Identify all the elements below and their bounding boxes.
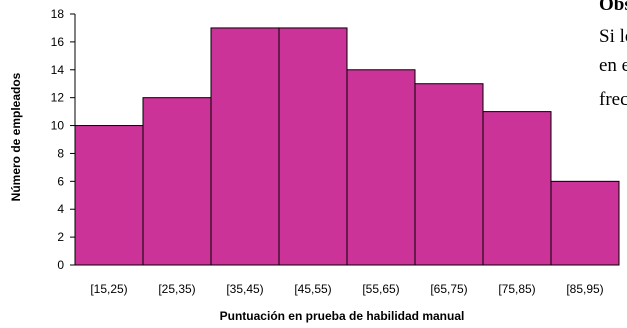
y-tick-label: 16: [51, 35, 65, 49]
x-tick-label: [25,35): [158, 282, 195, 296]
y-tick-label: 6: [57, 174, 64, 188]
side-text-line-2: en e: [599, 55, 627, 76]
x-tick-label: [55,65): [362, 282, 399, 296]
x-axis-title: Puntuación en prueba de habilidad manual: [220, 309, 465, 323]
x-tick-label: [65,75): [430, 282, 467, 296]
bar: [210, 27, 280, 266]
x-tick-label: [85,95): [566, 282, 603, 296]
bar: [74, 125, 144, 266]
bar: [142, 97, 212, 266]
y-tick-label: 12: [51, 91, 65, 105]
bar: [278, 27, 348, 266]
side-text-line-1: Si lo: [599, 26, 627, 47]
x-tick-label: [15,25): [90, 282, 127, 296]
x-tick-label: [75,85): [498, 282, 535, 296]
x-tick-label: [45,55): [294, 282, 331, 296]
y-tick-label: 4: [57, 202, 64, 216]
y-tick-label: 0: [57, 258, 64, 272]
x-tick-label: [35,45): [226, 282, 263, 296]
bar: [550, 180, 620, 266]
y-tick-label: 18: [51, 7, 65, 21]
bar: [346, 69, 416, 266]
y-tick-label: 14: [51, 63, 65, 77]
y-tick-label: 10: [51, 119, 65, 133]
bar: [414, 83, 484, 266]
y-axis-title: Número de empleados: [9, 72, 23, 201]
plot-area: 0 2 4 6 8 10 12 14 16 18 [15,25) [25,35) [35,45) [45,…: [51, 7, 620, 296]
bar: [482, 111, 552, 266]
side-text-title: Obs: [599, 0, 627, 15]
y-tick-label: 2: [57, 230, 64, 244]
side-text-line-3: frec: [599, 89, 627, 110]
y-tick-label: 8: [57, 146, 64, 160]
